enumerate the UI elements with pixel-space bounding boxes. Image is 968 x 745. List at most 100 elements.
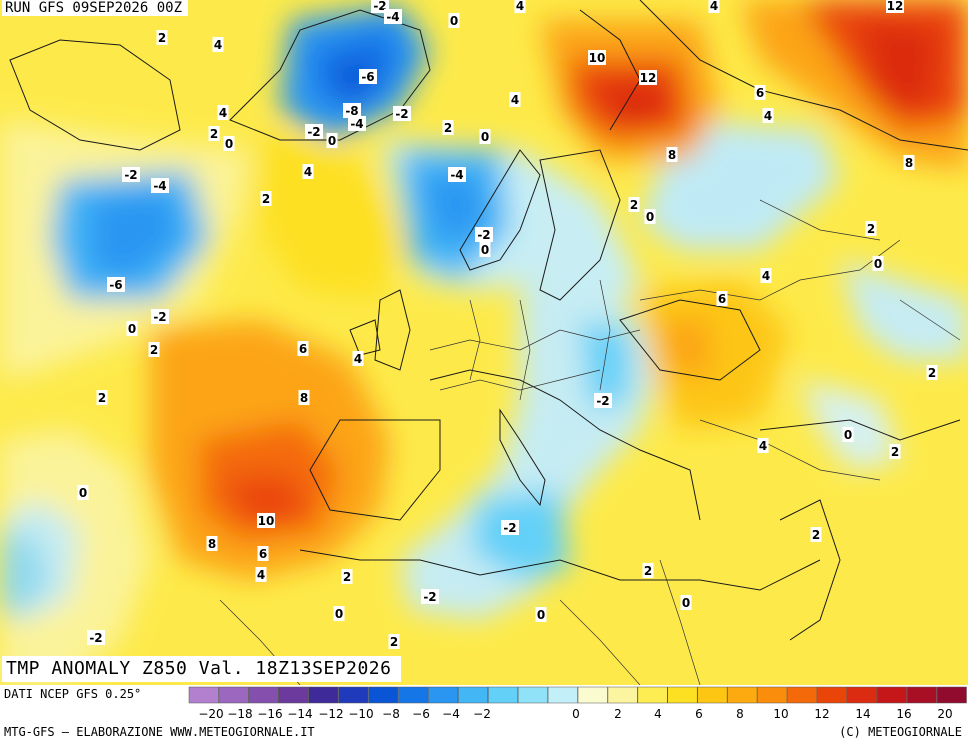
contour-label-bg [343, 103, 361, 118]
color-scale-tick: 0 [572, 707, 580, 721]
contour-label-bg [223, 136, 235, 151]
contour-label-text: 8 [208, 537, 216, 551]
color-scale-tick: −10 [348, 707, 373, 721]
contour-label: 0 [479, 242, 491, 257]
contour-label: -4 [384, 9, 402, 24]
contour-label: 2 [96, 390, 108, 405]
color-swatch [936, 686, 967, 704]
contour-label-bg [644, 209, 656, 224]
contour-label-bg [535, 607, 547, 622]
contour-label-text: 6 [259, 547, 267, 561]
contour-label: 2 [260, 191, 272, 206]
color-scale-tick: 16 [896, 707, 911, 721]
color-swatch [428, 686, 459, 704]
contour-label-text: 4 [762, 269, 770, 283]
contour-label-text: -4 [153, 179, 166, 193]
contour-label-text: -2 [89, 631, 102, 645]
contour-label-bg [680, 595, 692, 610]
contour-label: 8 [666, 147, 678, 162]
contour-label: 2 [388, 634, 400, 649]
contour-label-bg [762, 108, 774, 123]
contour-label-text: 2 [210, 127, 218, 141]
contour-label-bg [257, 513, 275, 528]
contour-label-bg [479, 242, 491, 257]
contour-label: 10 [588, 50, 606, 65]
contour-label-text: 0 [844, 428, 852, 442]
color-swatches [188, 686, 967, 704]
contour-label-text: 8 [300, 391, 308, 405]
contour-label: 2 [341, 569, 353, 584]
contour-label-bg [77, 485, 89, 500]
contour-label-text: 0 [537, 608, 545, 622]
contour-label-text: 2 [812, 528, 820, 542]
contour-label-text: 4 [710, 0, 718, 13]
contour-label-text: 2 [630, 198, 638, 212]
contour-label: 4 [757, 438, 769, 453]
color-scale-tick: 6 [695, 707, 703, 721]
contour-label-text: -4 [386, 10, 399, 24]
contour-label: 12 [886, 0, 904, 13]
contour-label-text: 4 [257, 568, 265, 582]
contour-label: 4 [217, 105, 229, 120]
contour-label-text: -2 [477, 228, 490, 242]
contour-label-bg [126, 321, 138, 336]
contour-label-text: 6 [299, 342, 307, 356]
color-scale-tick: −6 [412, 707, 430, 721]
color-scale-bar: −20 −18 −16 −14 −12 −10 −8 −6 −4 −2 0 2 4 6 8 10 12 14 16 2… [188, 686, 967, 721]
contour-label: 4 [255, 567, 267, 582]
contour-label-bg [305, 124, 323, 139]
contour-label-bg [886, 0, 904, 13]
contour-label: -2 [421, 589, 439, 604]
contour-label: -2 [393, 106, 411, 121]
color-swatch [218, 686, 249, 704]
color-scale-tick: −20 [198, 707, 223, 721]
contour-label: -2 [594, 393, 612, 408]
color-scale-tick: −18 [227, 707, 252, 721]
contour-label-text: 0 [225, 137, 233, 151]
anomaly-field [0, 0, 968, 685]
contour-label-text: 0 [79, 486, 87, 500]
contour-label: 2 [926, 365, 938, 380]
contour-label-bg [666, 147, 678, 162]
contour-label-text: 4 [214, 38, 222, 52]
contour-label-bg [151, 309, 169, 324]
contour-label: 0 [680, 595, 692, 610]
contour-label: 0 [77, 485, 89, 500]
contour-label-text: 0 [646, 210, 654, 224]
contour-label: 2 [148, 342, 160, 357]
contour-label-bg [514, 0, 526, 13]
color-scale-tick: −8 [382, 707, 400, 721]
contour-label: -2 [305, 124, 323, 139]
contour-label-bg [206, 536, 218, 551]
contour-label-text: 6 [718, 292, 726, 306]
contour-label-text: 4 [759, 439, 767, 453]
run-label: RUN GFS 09SEP2026 00Z [2, 0, 189, 16]
contour-label-text: 0 [328, 134, 336, 148]
contour-label: 2 [642, 563, 654, 578]
contour-label: -2 [87, 630, 105, 645]
contour-label-text: 12 [640, 71, 657, 85]
country-borders [219, 199, 961, 685]
contour-label-bg [297, 341, 309, 356]
contour-label: 4 [708, 0, 720, 13]
contour-label: 0 [333, 606, 345, 621]
contour-label-text: 4 [354, 352, 362, 366]
color-swatch [906, 686, 937, 704]
contour-label: -6 [107, 277, 125, 292]
contour-label-bg [628, 197, 640, 212]
color-swatch [817, 686, 848, 704]
contour-label-text: -2 [124, 168, 137, 182]
contour-label-bg [760, 268, 772, 283]
coastlines [9, 0, 968, 641]
contour-label-bg [639, 70, 657, 85]
contour-label: 8 [206, 536, 218, 551]
contour-label: -6 [359, 69, 377, 84]
contour-label: 4 [302, 164, 314, 179]
contour-label-text: 4 [304, 165, 312, 179]
contour-label-bg [393, 106, 411, 121]
color-swatch [487, 686, 518, 704]
contour-label-bg [421, 589, 439, 604]
contour-label-bg [148, 342, 160, 357]
contour-label-bg [475, 227, 493, 242]
